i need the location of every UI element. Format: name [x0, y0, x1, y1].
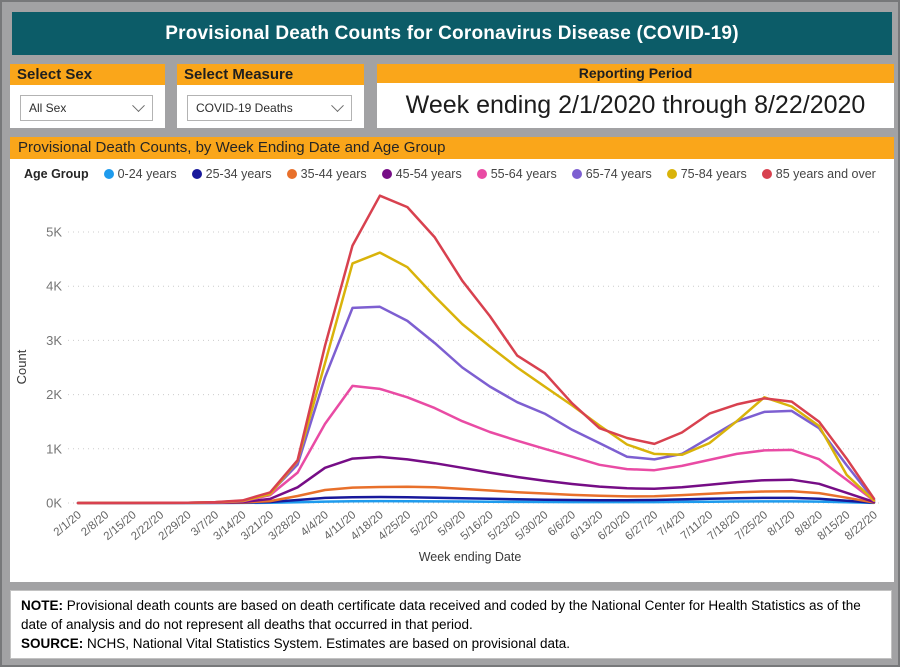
measure-dropdown-value: COVID-19 Deaths — [196, 101, 293, 115]
legend-dot-icon — [666, 169, 677, 179]
y-axis-tick-label: 3K — [46, 333, 62, 348]
x-axis-title: Week ending Date — [419, 550, 522, 564]
series-line-45-54-years[interactable] — [76, 455, 876, 505]
legend-dot-icon — [191, 169, 202, 179]
sex-dropdown[interactable]: All Sex — [20, 95, 153, 121]
legend-dot-icon — [286, 169, 297, 179]
sex-dropdown-value: All Sex — [29, 101, 67, 115]
legend-label: 0-24 years — [117, 167, 177, 181]
legend-dot-icon — [571, 169, 582, 179]
legend-label: 55-64 years — [490, 167, 557, 181]
legend-label: 45-54 years — [395, 167, 462, 181]
y-axis-title: Count — [14, 349, 29, 384]
source-text: NCHS, National Vital Statistics System. … — [83, 635, 570, 651]
legend-label: 25-34 years — [205, 167, 272, 181]
chart-panel: Provisional Death Counts, by Week Ending… — [10, 137, 894, 582]
legend-label: 35-44 years — [300, 167, 367, 181]
legend-item-65-74-years[interactable]: 65-74 years — [571, 167, 652, 181]
sex-filter-panel: Select Sex All Sex — [10, 64, 165, 128]
reporting-period-header: Reporting Period — [377, 64, 894, 83]
y-axis-tick-label: 4K — [46, 279, 62, 294]
legend-dot-icon — [103, 169, 114, 179]
y-axis-tick-label: 5K — [46, 225, 62, 240]
note-text: Provisional death counts are based on de… — [21, 598, 861, 632]
measure-filter-panel: Select Measure COVID-19 Deaths — [177, 64, 364, 128]
footnote-panel: NOTE: Provisional death counts are based… — [10, 590, 892, 659]
legend-label: 65-74 years — [585, 167, 652, 181]
x-axis-tick-label: 2/1/20 — [52, 509, 84, 539]
reporting-period-panel: Reporting Period Week ending 2/1/2020 th… — [377, 64, 894, 128]
legend-dot-icon — [381, 169, 392, 179]
legend-title: Age Group — [24, 167, 89, 181]
legend-dot-icon — [476, 169, 487, 179]
page-header: Provisional Death Counts for Coronavirus… — [12, 12, 892, 55]
source-label: SOURCE: — [21, 635, 84, 651]
chevron-down-icon — [132, 98, 145, 112]
legend-item-25-34-years[interactable]: 25-34 years — [191, 167, 272, 181]
legend-label: 75-84 years — [680, 167, 747, 181]
line-chart[interactable]: 0K1K2K3K4K5K2/1/202/8/202/15/202/22/202/… — [10, 189, 894, 582]
legend-item-35-44-years[interactable]: 35-44 years — [286, 167, 367, 181]
legend-dot-icon — [761, 169, 772, 179]
sex-filter-header: Select Sex — [10, 64, 165, 85]
legend-item-0-24-years[interactable]: 0-24 years — [103, 167, 177, 181]
reporting-period-value: Week ending 2/1/2020 through 8/22/2020 — [405, 91, 866, 119]
note-label: NOTE: — [21, 598, 63, 613]
legend-item-45-54-years[interactable]: 45-54 years — [381, 167, 462, 181]
y-axis-tick-label: 2K — [46, 387, 62, 402]
measure-dropdown[interactable]: COVID-19 Deaths — [187, 95, 352, 121]
chart-legend: Age Group 0-24 years 25-34 years 35-44 yea… — [10, 159, 894, 189]
series-line-85-years-and-over[interactable] — [76, 194, 876, 505]
y-axis-tick-label: 0K — [46, 496, 62, 511]
series-line-55-64-years[interactable] — [76, 384, 876, 505]
legend-item-75-84-years[interactable]: 75-84 years — [666, 167, 747, 181]
measure-filter-header: Select Measure — [177, 64, 364, 85]
page-title: Provisional Death Counts for Coronavirus… — [165, 22, 739, 44]
legend-label: 85 years and over — [775, 167, 876, 181]
chevron-down-icon — [331, 98, 344, 112]
legend-item-55-64-years[interactable]: 55-64 years — [476, 167, 557, 181]
x-axis-tick-label: 5/2/20 — [409, 509, 441, 539]
y-axis-tick-label: 1K — [46, 441, 62, 456]
chart-title: Provisional Death Counts, by Week Ending… — [10, 137, 894, 159]
x-axis-tick-label: 8/1/20 — [765, 509, 797, 539]
legend-item-85-years-and-over[interactable]: 85 years and over — [761, 167, 876, 181]
